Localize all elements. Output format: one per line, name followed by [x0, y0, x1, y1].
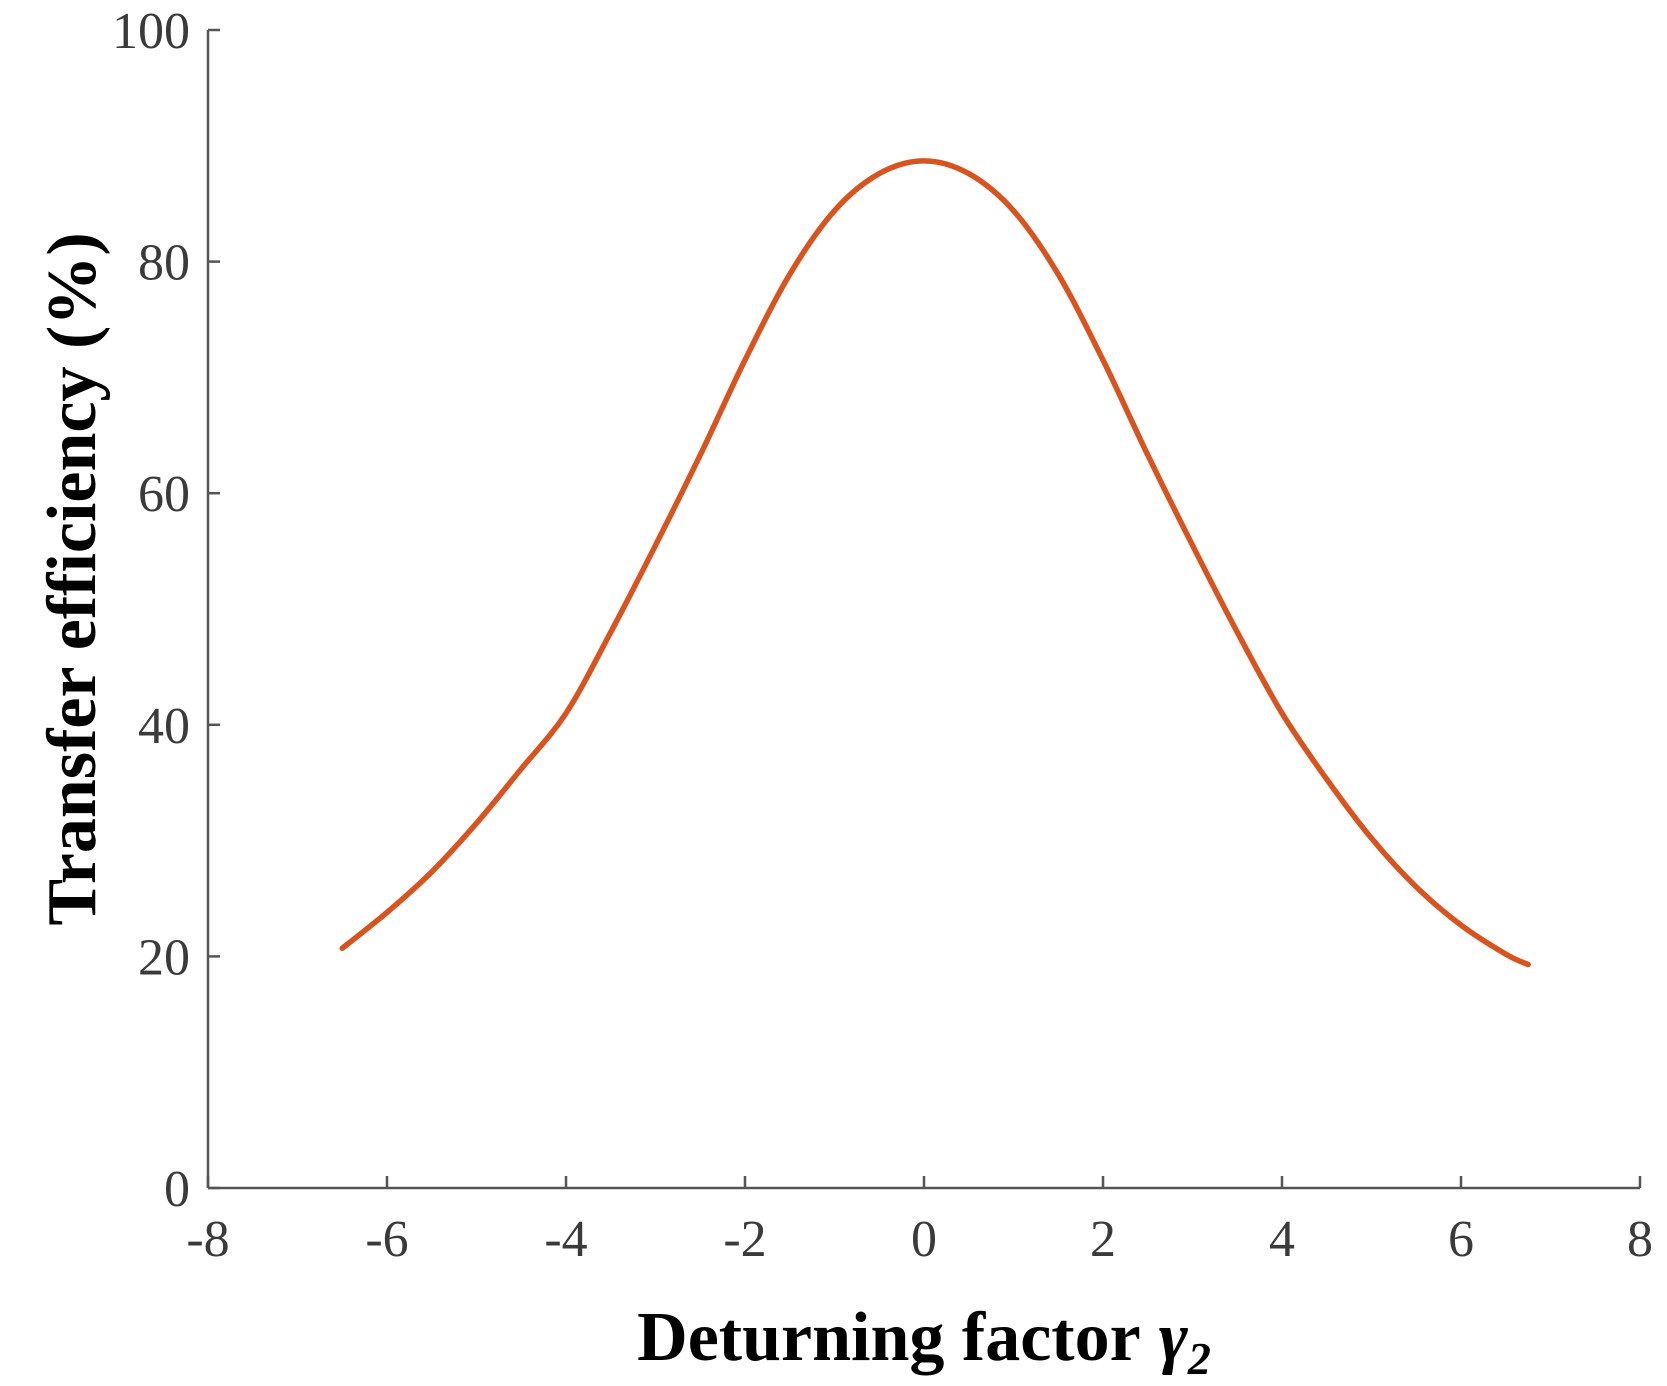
x-axis-title-text: Deturning factor: [637, 1299, 1141, 1376]
x-axis-title: Deturning factor γ2: [637, 1299, 1211, 1384]
x-tick-label: 0: [911, 1211, 937, 1268]
y-tick-label: 60: [138, 466, 190, 523]
series-line-0: [339, 158, 1531, 968]
y-tick-label: 100: [112, 3, 190, 60]
y-tick-label: 20: [138, 929, 190, 986]
plot-area: [339, 158, 1531, 968]
x-tick-label: -6: [365, 1211, 408, 1268]
x-axis-title-subscript: 2: [1187, 1333, 1211, 1384]
x-tick-label: -2: [723, 1211, 766, 1268]
x-tick-label: 2: [1090, 1211, 1116, 1268]
x-tick-label: 6: [1448, 1211, 1474, 1268]
axes: [206, 30, 1640, 1190]
x-axis-title-symbol: γ: [1159, 1299, 1189, 1376]
x-tick-label: -8: [186, 1211, 229, 1268]
y-axis-title: Transfer efficiency (%): [34, 232, 111, 925]
y-tick-label: 80: [138, 235, 190, 292]
y-tick-label: 40: [138, 698, 190, 755]
x-tick-label: 8: [1627, 1211, 1653, 1268]
y-tick-label: 0: [164, 1161, 190, 1218]
x-tick-label: 4: [1269, 1211, 1295, 1268]
x-tick-label: -4: [544, 1211, 587, 1268]
